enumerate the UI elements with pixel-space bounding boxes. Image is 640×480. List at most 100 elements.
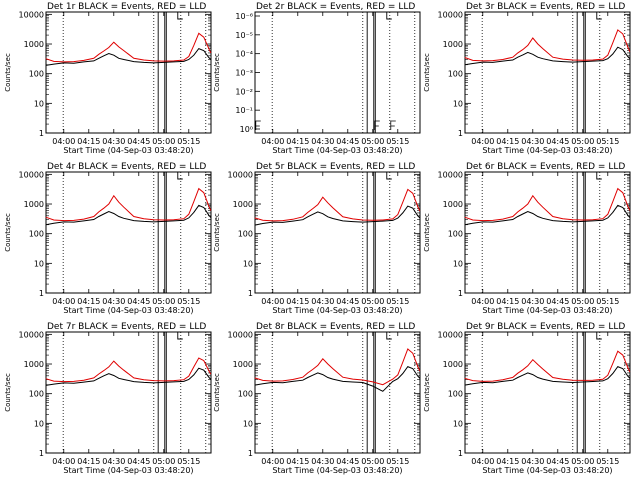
y-tick-label: 10 bbox=[453, 259, 463, 268]
x-axis-label: Start Time (04-Sep-03 03:48:20) bbox=[482, 146, 612, 155]
series-line-lld bbox=[254, 348, 421, 386]
panel-title: Det 9r BLACK = Events, RED = LLD bbox=[466, 322, 625, 332]
y-tick-label: 1000 bbox=[443, 200, 463, 209]
y-tick-label: 1000 bbox=[24, 40, 44, 49]
x-tick-label: 05:00 bbox=[361, 457, 384, 466]
y-tick-label: 100 bbox=[448, 390, 463, 399]
plot-frame bbox=[45, 331, 212, 454]
y-tick-label: 100 bbox=[238, 390, 253, 399]
plot-frame bbox=[464, 331, 631, 454]
bracket-symbol bbox=[386, 12, 392, 20]
y-tick-label: 10⁰ bbox=[240, 125, 253, 134]
x-axis-label: Start Time (04-Sep-03 03:48:20) bbox=[272, 146, 402, 155]
panel-title: Det 6r BLACK = Events, RED = LLD bbox=[466, 162, 625, 172]
y-tick-label: 10000 bbox=[228, 330, 253, 339]
y-tick-label: 10 bbox=[453, 99, 463, 108]
y-tick-label: 1000 bbox=[443, 40, 463, 49]
x-axis-label: Start Time (04-Sep-03 03:48:20) bbox=[272, 466, 402, 475]
y-tick-label: 10⁻¹ bbox=[235, 106, 253, 115]
panel-title: Det 3r BLACK = Events, RED = LLD bbox=[466, 2, 625, 12]
y-tick-label: 10⁻² bbox=[235, 87, 253, 96]
panel-title: Det 2r BLACK = Events, RED = LLD bbox=[256, 2, 415, 12]
y-tick-label: 10000 bbox=[438, 10, 463, 19]
x-tick-label: 04:00 bbox=[52, 297, 75, 306]
x-tick-label: 05:00 bbox=[152, 297, 175, 306]
x-tick-label: 04:00 bbox=[471, 297, 494, 306]
y-axis-label: Counts/sec bbox=[4, 53, 12, 92]
x-tick-label: 04:00 bbox=[471, 137, 494, 146]
y-tick-label: 1000 bbox=[443, 360, 463, 369]
series-line-events bbox=[464, 365, 631, 386]
x-tick-label: 05:15 bbox=[386, 137, 409, 146]
x-tick-label: 04:15 bbox=[496, 457, 519, 466]
x-tick-label: 04:00 bbox=[471, 457, 494, 466]
y-tick-label: 10 bbox=[243, 259, 253, 268]
y-tick-label: 10 bbox=[243, 419, 253, 428]
x-tick-label: 05:00 bbox=[571, 457, 594, 466]
x-tick-label: 04:45 bbox=[546, 137, 569, 146]
series-line-lld bbox=[464, 350, 631, 382]
series-line-events bbox=[464, 204, 631, 226]
x-tick-label: 05:00 bbox=[152, 457, 175, 466]
x-tick-label: 05:00 bbox=[361, 297, 384, 306]
series-line-lld bbox=[464, 29, 631, 62]
y-tick-label: 1000 bbox=[24, 360, 44, 369]
panel-title: Det 4r BLACK = Events, RED = LLD bbox=[47, 162, 206, 172]
series-line-events bbox=[464, 46, 631, 66]
y-tick-label: 10 bbox=[453, 419, 463, 428]
y-axis-label: Counts/sec bbox=[4, 213, 12, 252]
x-tick-label: 04:15 bbox=[496, 297, 519, 306]
series-line-events bbox=[45, 47, 212, 66]
series-line-events bbox=[254, 365, 421, 392]
y-tick-label: 100 bbox=[448, 230, 463, 239]
series-line-lld bbox=[45, 357, 212, 383]
x-tick-label: 04:30 bbox=[521, 137, 544, 146]
x-tick-label: 04:15 bbox=[286, 457, 309, 466]
plot-frame bbox=[45, 11, 212, 134]
y-tick-label: 10 bbox=[34, 419, 44, 428]
y-axis-label: Counts/sec bbox=[4, 373, 12, 412]
x-tick-label: 04:30 bbox=[521, 297, 544, 306]
x-axis-label: Start Time (04-Sep-03 03:48:20) bbox=[63, 466, 193, 475]
y-tick-label: 10000 bbox=[19, 170, 44, 179]
x-tick-label: 04:15 bbox=[286, 137, 309, 146]
x-tick-label: 04:30 bbox=[521, 457, 544, 466]
y-tick-label: 10⁻⁶ bbox=[235, 12, 253, 21]
series-line-lld bbox=[254, 188, 421, 222]
x-axis-label: Start Time (04-Sep-03 03:48:20) bbox=[482, 466, 612, 475]
x-tick-label: 05:15 bbox=[386, 457, 409, 466]
x-tick-label: 05:00 bbox=[152, 137, 175, 146]
x-tick-label: 04:45 bbox=[127, 137, 150, 146]
x-tick-label: 04:30 bbox=[311, 297, 334, 306]
x-axis-label: Start Time (04-Sep-03 03:48:20) bbox=[63, 146, 193, 155]
bracket-symbol bbox=[596, 12, 602, 20]
y-tick-label: 10⁻⁴ bbox=[235, 50, 253, 59]
x-tick-label: 05:00 bbox=[361, 137, 384, 146]
y-tick-label: 1 bbox=[458, 129, 463, 138]
y-tick-label: 10⁻³ bbox=[235, 69, 253, 78]
x-tick-label: 04:30 bbox=[102, 297, 125, 306]
panel-title: Det 1r BLACK = Events, RED = LLD bbox=[47, 2, 206, 12]
y-tick-label: 100 bbox=[448, 70, 463, 79]
y-tick-label: 10 bbox=[34, 259, 44, 268]
plot-frame bbox=[464, 171, 631, 294]
y-tick-label: 1 bbox=[248, 289, 253, 298]
y-tick-label: 1 bbox=[39, 449, 44, 458]
y-tick-label: 1 bbox=[458, 449, 463, 458]
bracket-symbol bbox=[177, 12, 183, 20]
plot-frame bbox=[45, 171, 212, 294]
baseline-mark bbox=[374, 120, 380, 130]
x-tick-label: 04:30 bbox=[102, 457, 125, 466]
x-tick-label: 05:15 bbox=[177, 457, 200, 466]
series-line-lld bbox=[45, 187, 212, 222]
panel-det-4: Det 4r BLACK = Events, RED = LLD 04:00 04:… bbox=[4, 162, 212, 315]
x-tick-label: 04:45 bbox=[336, 457, 359, 466]
x-tick-label: 04:45 bbox=[127, 297, 150, 306]
